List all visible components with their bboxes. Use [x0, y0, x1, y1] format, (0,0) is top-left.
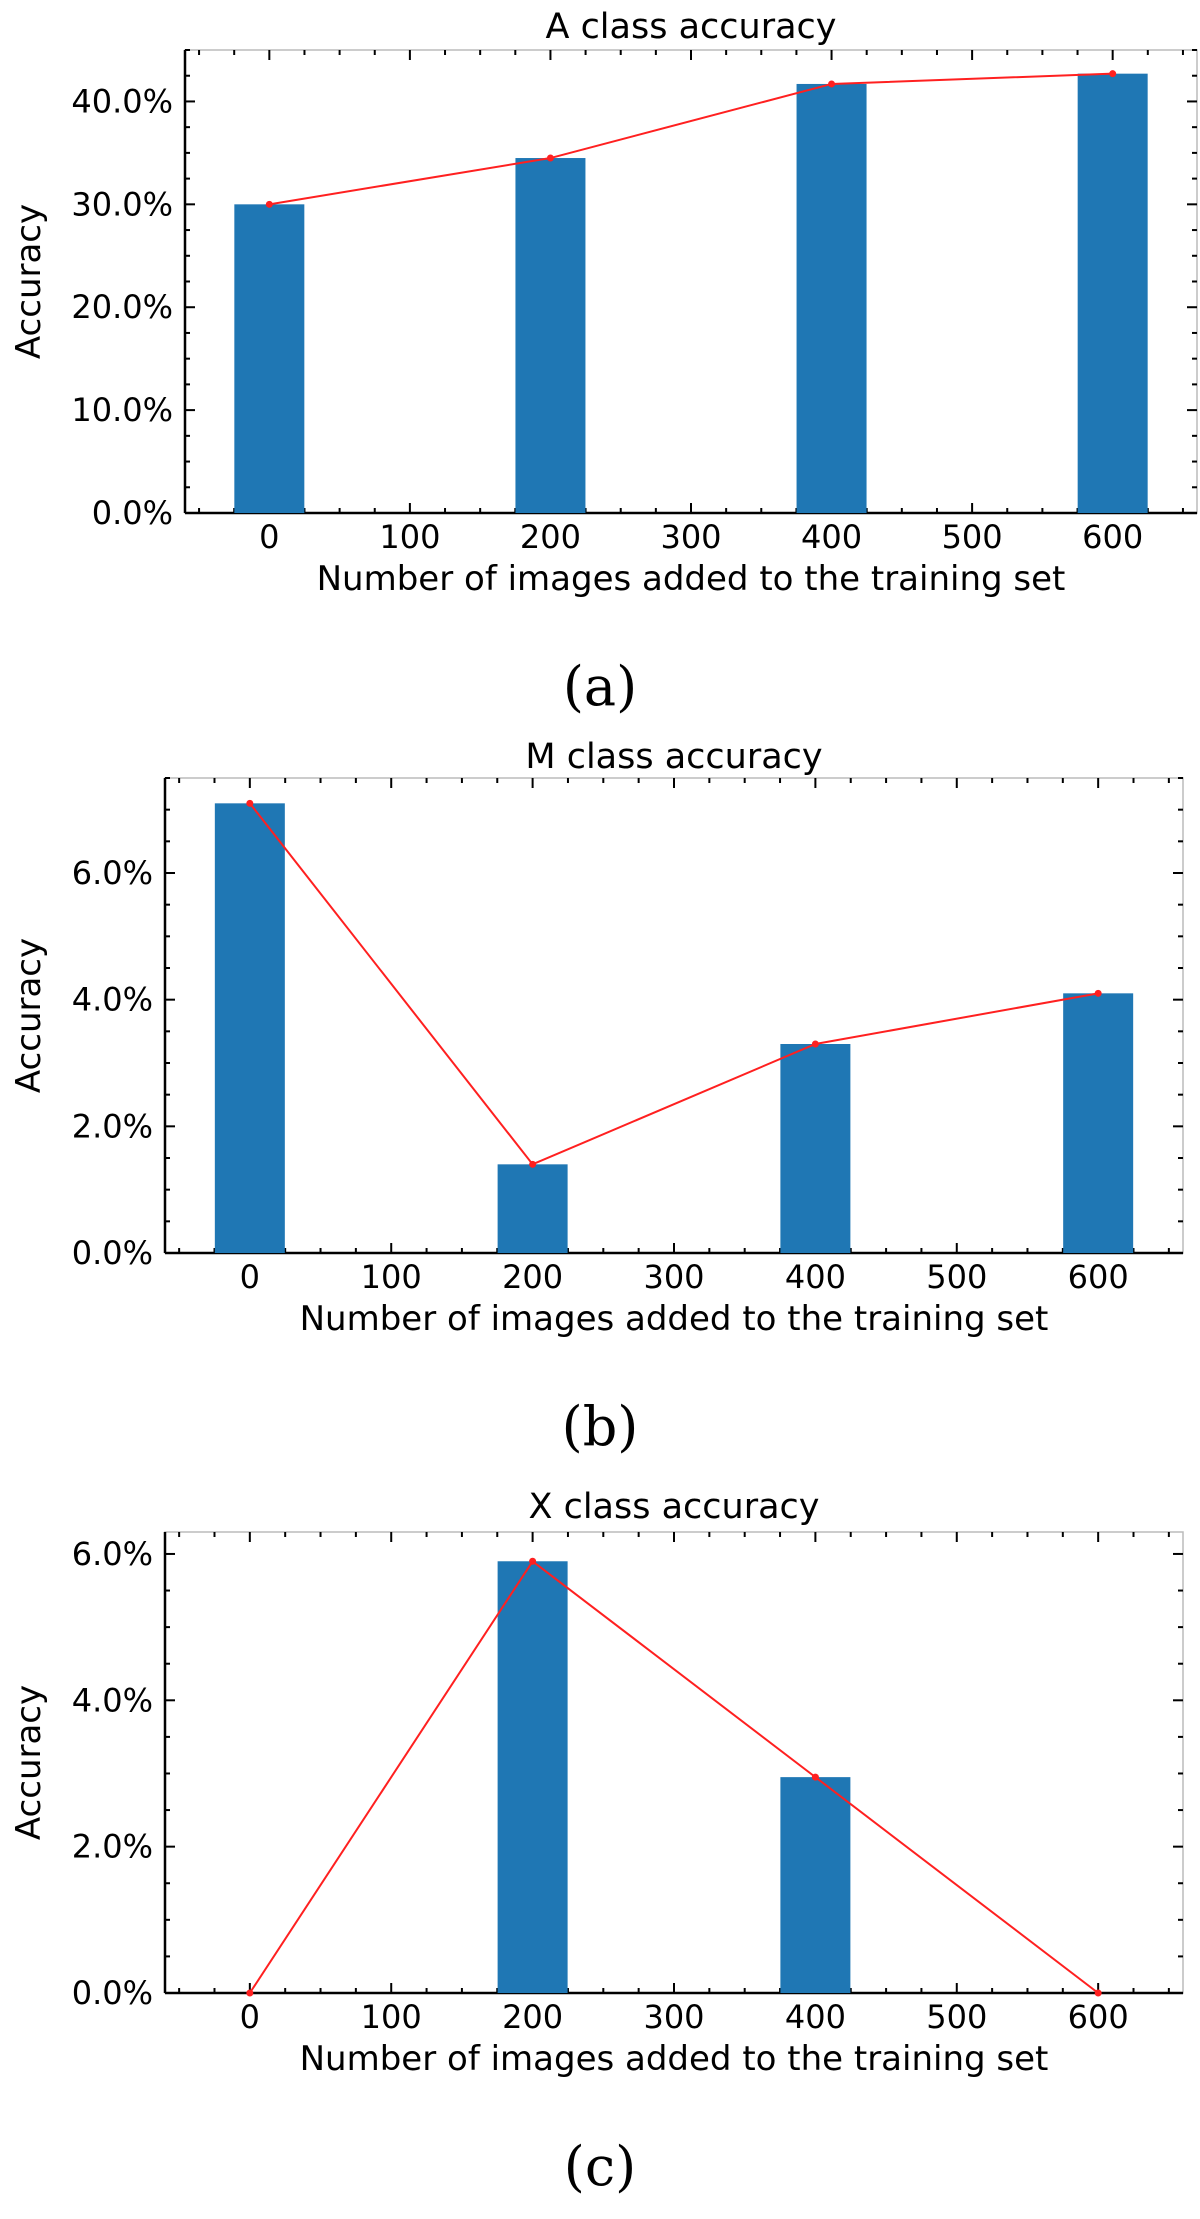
y-tick-label: 6.0% [72, 854, 153, 892]
trend-point-400 [811, 1040, 819, 1048]
y-tick-label: 2.0% [72, 1828, 153, 1866]
trend-point-400 [828, 80, 836, 88]
chart-title: A class accuracy [546, 7, 837, 47]
x-tick-label: 400 [785, 1998, 846, 2036]
chart-panel-2: 0 100 200 300 400 500 600 0.0% 2.0% 4.0% 6.0% M cla… [9, 737, 1184, 1458]
trend-line [249, 802, 1099, 1166]
trend-line [248, 1559, 1099, 1994]
trend-point-600 [1094, 989, 1102, 997]
x-tick-label: 300 [660, 518, 721, 556]
trend-point-200 [529, 1557, 537, 1565]
y-axis-label: Accuracy [9, 204, 49, 359]
x-tick-label: 500 [926, 1258, 987, 1296]
trend-point-0 [265, 200, 273, 208]
bar-200 [497, 1164, 568, 1253]
panel-caption: (a) [563, 655, 637, 718]
bar-400 [780, 1777, 851, 1993]
chart-panel-3: 0 100 200 300 400 500 600 0.0% 2.0% 4.0% 6.0% X cla… [9, 1487, 1184, 2198]
trend-point-600 [1109, 70, 1117, 78]
x-tick-label: 200 [520, 518, 581, 556]
y-axis-label: Accuracy [9, 938, 49, 1093]
x-tick-label: 600 [1082, 518, 1143, 556]
plot-frame [164, 777, 1184, 1254]
bar-400 [780, 1044, 851, 1253]
y-tick-label: 2.0% [72, 1107, 153, 1145]
trend-line [269, 72, 1113, 206]
x-tick-label: 500 [942, 518, 1003, 556]
x-tick-label: 200 [502, 1998, 563, 2036]
trend-point-600 [1094, 1989, 1102, 1997]
bar-0 [234, 204, 305, 514]
bar-200 [497, 1561, 568, 1993]
y-tick-label: 6.0% [72, 1535, 153, 1573]
trend-point-200 [529, 1160, 537, 1168]
y-tick-label: 4.0% [72, 981, 153, 1019]
x-tick-label: 300 [643, 1258, 704, 1296]
x-tick-label: 0 [259, 518, 279, 556]
y-tick-label: 30.0% [71, 185, 173, 223]
x-axis-label: Number of images added to the training s… [300, 2039, 1049, 2079]
bar-600 [1063, 993, 1134, 1253]
x-tick-label: 100 [379, 518, 440, 556]
y-tick-label: 20.0% [71, 288, 173, 326]
x-tick-label: 200 [502, 1258, 563, 1296]
x-tick-label: 600 [1068, 1258, 1129, 1296]
x-tick-label: 100 [361, 1998, 422, 2036]
x-tick-label: 0 [240, 1258, 260, 1296]
bar-200 [515, 158, 586, 514]
x-axis-label: Number of images added to the training s… [317, 559, 1066, 599]
trend-point-200 [546, 154, 554, 162]
trend-point-400 [811, 1773, 819, 1781]
plot-frame [184, 49, 1198, 514]
y-tick-label: 0.0% [72, 1234, 153, 1272]
chart-panel-1: 0 100 200 300 400 500 600 0.0% 10.0% 20.0% 30.0% 40… [9, 7, 1198, 718]
x-tick-label: 400 [785, 1258, 846, 1296]
trend-point-0 [246, 799, 254, 807]
bar-0 [214, 803, 285, 1253]
bar-600 [1077, 73, 1148, 514]
chart-title: M class accuracy [525, 737, 822, 777]
bar-400 [796, 83, 867, 513]
x-tick-label: 0 [240, 1998, 260, 2036]
chart-title: X class accuracy [528, 1487, 819, 1527]
y-tick-label: 0.0% [92, 494, 173, 532]
trend-point-0 [246, 1989, 254, 1997]
x-tick-label: 400 [801, 518, 862, 556]
y-axis-label: Accuracy [9, 1685, 49, 1840]
y-tick-label: 10.0% [71, 391, 173, 429]
x-tick-label: 100 [361, 1258, 422, 1296]
x-tick-label: 300 [643, 1998, 704, 2036]
y-tick-label: 40.0% [71, 82, 173, 120]
plot-frame [164, 1531, 1184, 1994]
y-tick-label: 0.0% [72, 1974, 153, 2012]
y-tick-label: 4.0% [72, 1681, 153, 1719]
panel-caption: (c) [564, 2135, 636, 2198]
x-tick-label: 500 [926, 1998, 987, 2036]
x-tick-label: 600 [1068, 1998, 1129, 2036]
panel-caption: (b) [562, 1395, 639, 1458]
x-axis-label: Number of images added to the training s… [300, 1299, 1049, 1339]
